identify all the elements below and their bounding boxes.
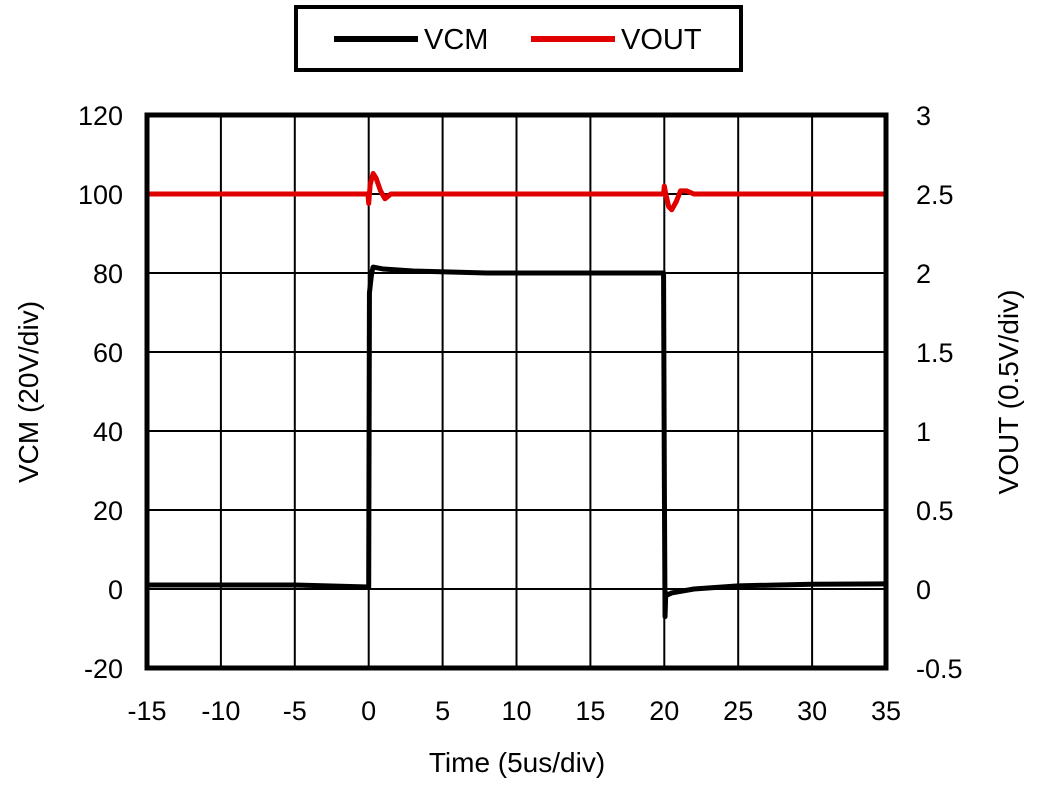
- x-axis-title: Time (5us/div): [429, 747, 605, 778]
- legend: VCM VOUT: [294, 5, 743, 72]
- x-tick-label: -10: [201, 696, 240, 726]
- x-tick-label: 5: [435, 696, 450, 726]
- y-tick-label: 40: [93, 417, 123, 447]
- y-tick-labels: -20 0 20 40 60 80 100 120: [78, 101, 123, 684]
- y-tick-label: 80: [93, 259, 123, 289]
- y-tick-label: -20: [84, 654, 123, 684]
- series-line-vcm: [147, 264, 887, 620]
- plot-border: [144, 112, 889, 671]
- y-tick-label: 20: [93, 496, 123, 526]
- x-tick-label: 35: [871, 696, 901, 726]
- x-tick-label: 20: [649, 696, 679, 726]
- y-tick-label: 100: [78, 180, 123, 210]
- x-tick-label: -5: [283, 696, 307, 726]
- x-tick-labels: -15 -10 -5 0 5 10 15 20 25 30 35: [127, 696, 901, 726]
- y2-tick-label: -0.5: [916, 654, 963, 684]
- y2-tick-label: 0.5: [916, 496, 954, 526]
- y2-tick-label: 2: [916, 259, 931, 289]
- y2-tick-label: 0: [916, 575, 931, 605]
- y-tick-label: 60: [93, 338, 123, 368]
- y2-tick-labels: -0.5 0 0.5 1 1.5 2 2.5 3: [916, 101, 963, 684]
- series-lines: [147, 170, 887, 620]
- plot-frame: [144, 112, 889, 671]
- x-tick-label: 0: [361, 696, 376, 726]
- y2-tick-label: 1: [916, 417, 931, 447]
- series-line-vout: [147, 170, 886, 213]
- y-tick-label: 120: [78, 101, 123, 131]
- y2-tick-label: 1.5: [916, 338, 954, 368]
- x-tick-label: 25: [723, 696, 753, 726]
- x-tick-label: -15: [127, 696, 166, 726]
- legend-label-vcm: VCM: [424, 24, 488, 56]
- legend-label-vout: VOUT: [621, 24, 702, 56]
- y2-axis-title: VOUT (0.5V/div): [993, 290, 1024, 495]
- y2-tick-label: 3: [916, 101, 931, 131]
- y-axis-title: VCM (20V/div): [13, 301, 44, 483]
- x-tick-label: 15: [575, 696, 605, 726]
- y-tick-label: 0: [108, 575, 123, 605]
- x-tick-label: 30: [797, 696, 827, 726]
- x-tick-label: 10: [501, 696, 531, 726]
- y2-tick-label: 2.5: [916, 180, 954, 210]
